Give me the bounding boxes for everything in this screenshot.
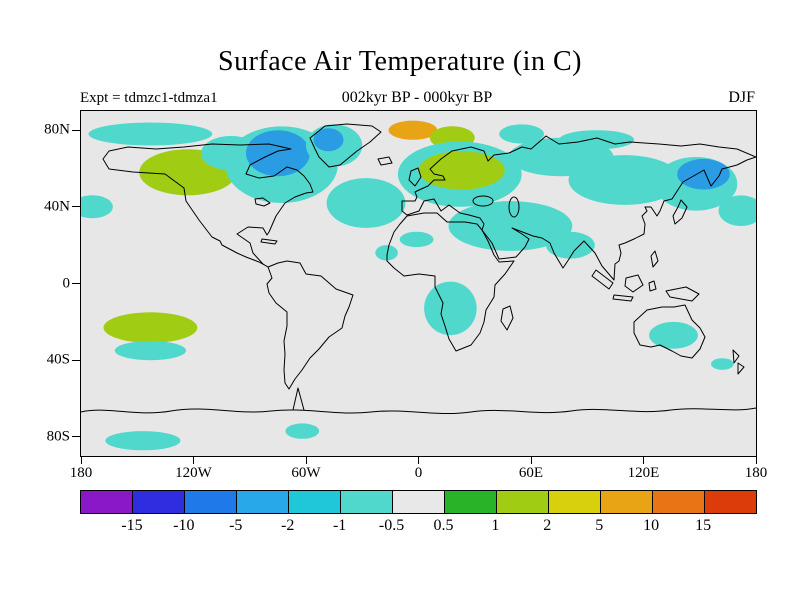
lon-tick — [755, 457, 757, 464]
figure-title: Surface Air Temperature (in C) — [218, 46, 582, 77]
lon-tick-label: 180 — [69, 465, 93, 481]
anomaly-region — [568, 155, 682, 205]
colorbar-tick-label: -1 — [332, 517, 347, 534]
colorbar-tick-label: -0.5 — [378, 517, 405, 534]
colorbar-tick-label: -15 — [121, 517, 143, 534]
caspian-sea-outline — [508, 196, 520, 218]
map-plot-area: 80N 40N 0 40S 80S 180 120W 60W 0 60E 120E 180 — [44, 110, 767, 481]
coastlines — [81, 123, 756, 415]
lon-tick-label: 120E — [627, 465, 660, 481]
colorbar-tick-label: -2 — [281, 517, 295, 534]
lat-tick — [72, 129, 80, 131]
colorbar-tick-label: 5 — [595, 517, 604, 534]
colorbar-segment — [133, 491, 185, 513]
coastline-lakes — [254, 197, 271, 207]
anomaly-region — [285, 423, 320, 439]
lat-tick-label: 80N — [44, 121, 70, 138]
colorbar-segment — [341, 491, 393, 513]
colorbar-tick-label: 15 — [695, 517, 712, 534]
colorbar-tick-label: -5 — [229, 517, 243, 534]
anomaly-region — [448, 201, 573, 251]
anomaly-region — [326, 178, 406, 228]
colorbar-segment — [237, 491, 289, 513]
colorbar-tick-label: 0.5 — [433, 517, 454, 534]
lat-tick-label: 0 — [62, 275, 71, 291]
colorbar — [80, 490, 757, 514]
colorbar-labels: -15 -10 -5 -2 -1 -0.5 0.5 1 2 5 10 15 — [80, 517, 755, 537]
coastline-north-america — [102, 143, 314, 268]
coastline-islands — [260, 156, 745, 375]
lat-tick — [72, 359, 80, 361]
anomaly-region — [499, 124, 545, 144]
coastline-antarctica — [81, 387, 756, 415]
colorbar-segment — [81, 491, 133, 513]
anomaly-region — [88, 122, 213, 146]
anomaly-region — [718, 195, 756, 226]
lon-tick — [643, 457, 644, 464]
colorbar-tick-label: 1 — [491, 517, 500, 534]
colorbar-segment — [289, 491, 341, 513]
lat-tick — [72, 206, 80, 208]
lon-tick — [418, 457, 419, 464]
lon-tick — [530, 457, 532, 464]
world-map — [81, 111, 756, 456]
colorbar-tick-label: 10 — [643, 517, 660, 534]
anomaly-region — [711, 358, 734, 370]
coastline-greenland — [309, 123, 382, 168]
lon-tick — [80, 457, 82, 464]
coastline-south-america — [266, 260, 354, 390]
colorbar-segment — [497, 491, 549, 513]
lat-tick — [72, 283, 80, 284]
black-sea-outline — [472, 195, 494, 207]
anomaly-region — [103, 312, 198, 343]
colorbar-segment — [549, 491, 601, 513]
colorbar-segment — [653, 491, 705, 513]
coastline-australia — [633, 304, 706, 359]
lat-tick-label: 80S — [46, 428, 70, 445]
anomaly-region — [313, 128, 344, 152]
experiment-label: Expt = tdmzc1-tdmza1 — [80, 90, 218, 106]
anomaly-region — [399, 231, 434, 248]
lat-tick — [72, 436, 80, 438]
colorbar-segment — [393, 491, 445, 513]
anomaly-region — [649, 321, 698, 349]
anomaly-region — [546, 231, 595, 259]
lon-tick-label: 180 — [744, 465, 768, 481]
colorbar-segment — [705, 491, 756, 513]
lon-tick-label: 60W — [291, 465, 321, 481]
anomaly-region — [114, 341, 186, 361]
anomaly-region — [677, 158, 730, 190]
coastline-eurasia — [401, 135, 756, 281]
lon-tick-label: 0 — [414, 465, 423, 481]
lon-tick-label: 60E — [518, 465, 544, 481]
colorbar-tick-label: 2 — [543, 517, 552, 534]
colorbar-tick-label: -10 — [173, 517, 195, 534]
anomaly-region — [388, 120, 438, 140]
lon-tick — [193, 457, 194, 464]
anomaly-region — [375, 245, 398, 261]
lon-tick-label: 120W — [175, 465, 212, 481]
period-label: 002kyr BP - 000kyr BP — [341, 89, 493, 106]
season-label: DJF — [728, 89, 755, 106]
lat-tick-label: 40S — [46, 351, 70, 368]
anomaly-region — [424, 281, 477, 336]
coastline-africa — [386, 212, 515, 352]
anomaly-region — [105, 431, 181, 451]
anomaly-region — [81, 195, 113, 219]
lon-tick — [305, 457, 307, 464]
colorbar-segment — [601, 491, 653, 513]
colorbar-segment — [185, 491, 237, 513]
anomaly-region — [246, 130, 310, 177]
colorbar-segment — [445, 491, 497, 513]
lat-tick-label: 40N — [44, 198, 70, 215]
